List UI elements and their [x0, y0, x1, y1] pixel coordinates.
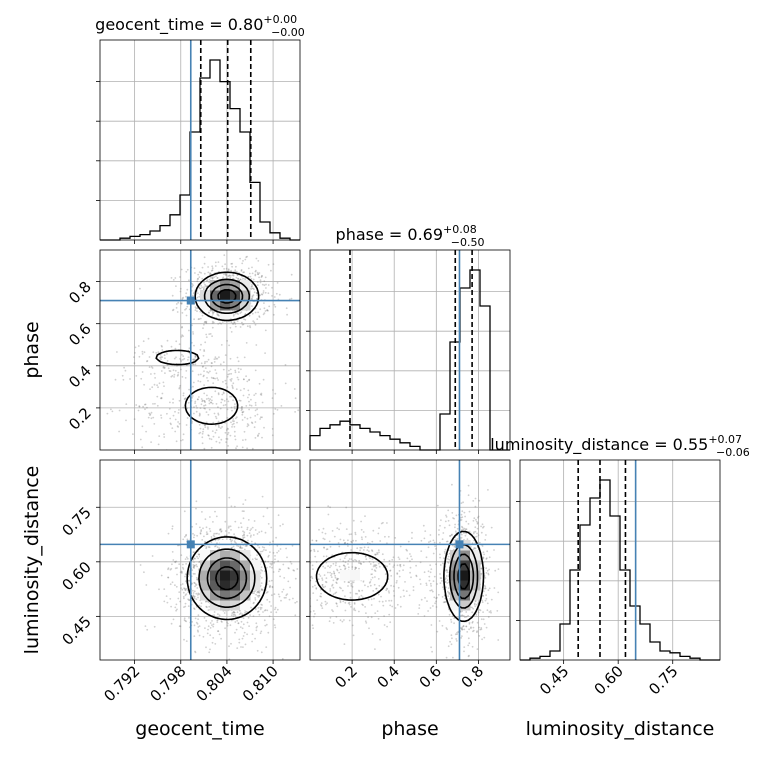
- tick-label-geocent_time-x: 0.798: [146, 662, 189, 705]
- panel-title-phase: phase = 0.69+0.08 −0.50: [336, 223, 485, 249]
- histogram-step-phase: [309, 269, 510, 451]
- contour-level-2: [453, 553, 475, 600]
- axes-frame: [309, 459, 511, 661]
- tick-label-phase-x: 0.4: [373, 662, 403, 692]
- tick-label-luminosity_distance-y: 0.45: [58, 612, 94, 648]
- histogram-luminosity_distance: [516, 459, 721, 664]
- axes-frame: [519, 459, 721, 661]
- axes-frame: [99, 249, 301, 451]
- contour-level-0: [315, 530, 485, 623]
- contour-level-1: [198, 548, 256, 608]
- tick-label-geocent_time-x: 0.810: [239, 662, 282, 705]
- tick-label-luminosity_distance-y: 0.75: [58, 503, 94, 539]
- y-axis-label-luminosity_distance: luminosity_distance: [21, 466, 43, 655]
- tick-label-luminosity_distance-x: 0.75: [645, 662, 681, 698]
- axes-frame: [99, 39, 301, 241]
- tick-label-geocent_time-x: 0.792: [100, 662, 143, 705]
- tick-label-luminosity_distance-x: 0.60: [591, 662, 627, 698]
- contour-level-0: [186, 536, 268, 621]
- tick-label-geocent_time-x: 0.804: [193, 662, 236, 705]
- contour-level-2: [210, 283, 244, 309]
- axes-frame: [99, 459, 301, 661]
- x-axis-label-phase: phase: [381, 718, 438, 740]
- tick-label-phase-y: 0.2: [65, 404, 95, 434]
- histogram-step-luminosity_distance: [520, 479, 720, 661]
- contour-level-2: [206, 557, 248, 600]
- tick-label-luminosity_distance-y: 0.60: [58, 558, 94, 594]
- x-axis-label-geocent_time: geocent_time: [135, 718, 264, 740]
- panel-title-geocent_time: geocent_time = 0.80+0.00 −0.00: [95, 13, 305, 39]
- tick-label-phase-y: 0.6: [65, 320, 95, 350]
- panel-phase-vs-luminosity_distance: [306, 459, 511, 664]
- x-axis-label-luminosity_distance: luminosity_distance: [526, 718, 715, 740]
- tick-label-phase-y: 0.4: [65, 362, 95, 392]
- histogram-phase: [306, 249, 511, 454]
- panel-title-luminosity_distance: luminosity_distance = 0.55+0.07 −0.06: [490, 433, 750, 459]
- tick-label-phase-y: 0.8: [65, 278, 95, 308]
- contour-level-3: [215, 566, 239, 591]
- truth-marker: [455, 540, 464, 549]
- tick-label-phase-x: 0.2: [331, 662, 361, 692]
- panel-geocent_time-vs-phase: [96, 249, 301, 454]
- histogram-geocent_time: [96, 39, 301, 244]
- axes-frame: [309, 249, 511, 451]
- histogram-step-geocent_time: [100, 59, 300, 241]
- truth-marker: [186, 296, 195, 305]
- panel-geocent_time-vs-luminosity_distance: [96, 459, 301, 664]
- y-axis-label-phase: phase: [21, 321, 43, 378]
- tick-label-luminosity_distance-x: 0.45: [536, 662, 572, 698]
- tick-label-phase-x: 0.8: [458, 662, 488, 692]
- truth-marker: [186, 540, 195, 549]
- tick-label-phase-x: 0.6: [416, 662, 446, 692]
